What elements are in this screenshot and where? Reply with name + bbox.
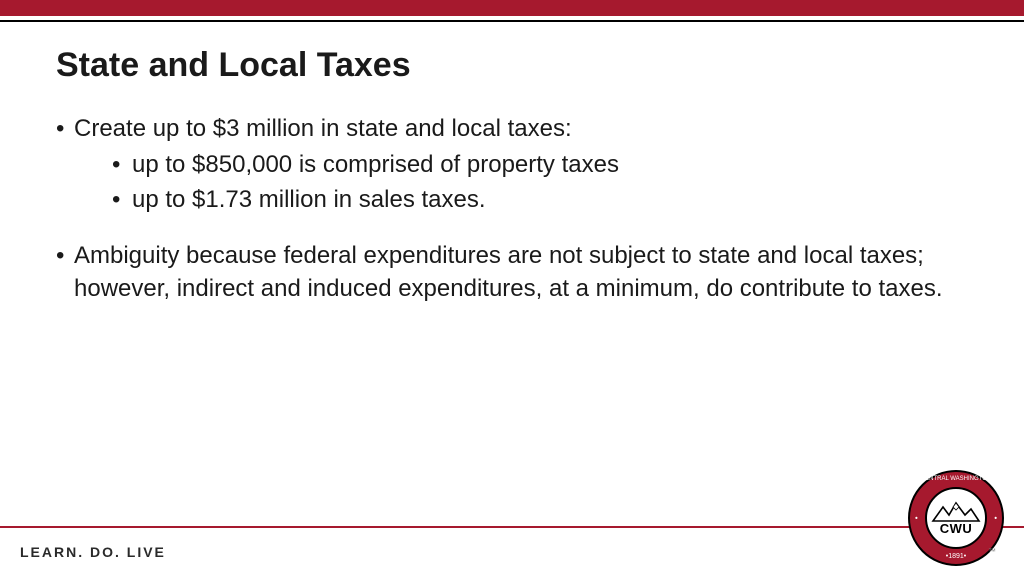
slide-content: State and Local Taxes Create up to $3 mi… xyxy=(0,22,1024,305)
bullet-list: Create up to $3 million in state and loc… xyxy=(56,113,968,305)
list-item: up to $1.73 million in sales taxes. xyxy=(74,184,968,216)
list-item: Create up to $3 million in state and loc… xyxy=(56,113,968,216)
list-item: Ambiguity because federal expenditures a… xyxy=(56,240,968,305)
bullet-text: Create up to $3 million in state and loc… xyxy=(74,115,572,142)
bullet-text: Ambiguity because federal expenditures a… xyxy=(74,242,943,301)
tagline-text: LEARN. DO. LIVE xyxy=(20,544,166,560)
sub-bullet-text: up to $850,000 is comprised of property … xyxy=(132,151,619,178)
top-accent-bar xyxy=(0,0,1024,16)
logo-ring-bottom-text: •1891• xyxy=(946,553,966,560)
logo-center-text: CWU xyxy=(940,521,973,536)
trademark-symbol: ™ xyxy=(988,547,996,556)
logo-ring-dot: • xyxy=(915,514,918,523)
slide-title: State and Local Taxes xyxy=(56,46,968,85)
logo-ring-dot: • xyxy=(994,514,997,523)
logo-ring-top-text: CENTRAL WASHINGTON xyxy=(921,476,991,482)
sub-bullet-list: up to $850,000 is comprised of property … xyxy=(74,149,968,216)
sub-bullet-text: up to $1.73 million in sales taxes. xyxy=(132,186,486,213)
logo-inner-circle: CWU xyxy=(925,487,987,549)
university-logo: CENTRAL WASHINGTON • • •1891• CWU ™ xyxy=(908,470,1004,566)
mountain-icon xyxy=(931,501,981,523)
list-item: up to $850,000 is comprised of property … xyxy=(74,149,968,181)
bottom-divider-line xyxy=(0,526,1024,528)
